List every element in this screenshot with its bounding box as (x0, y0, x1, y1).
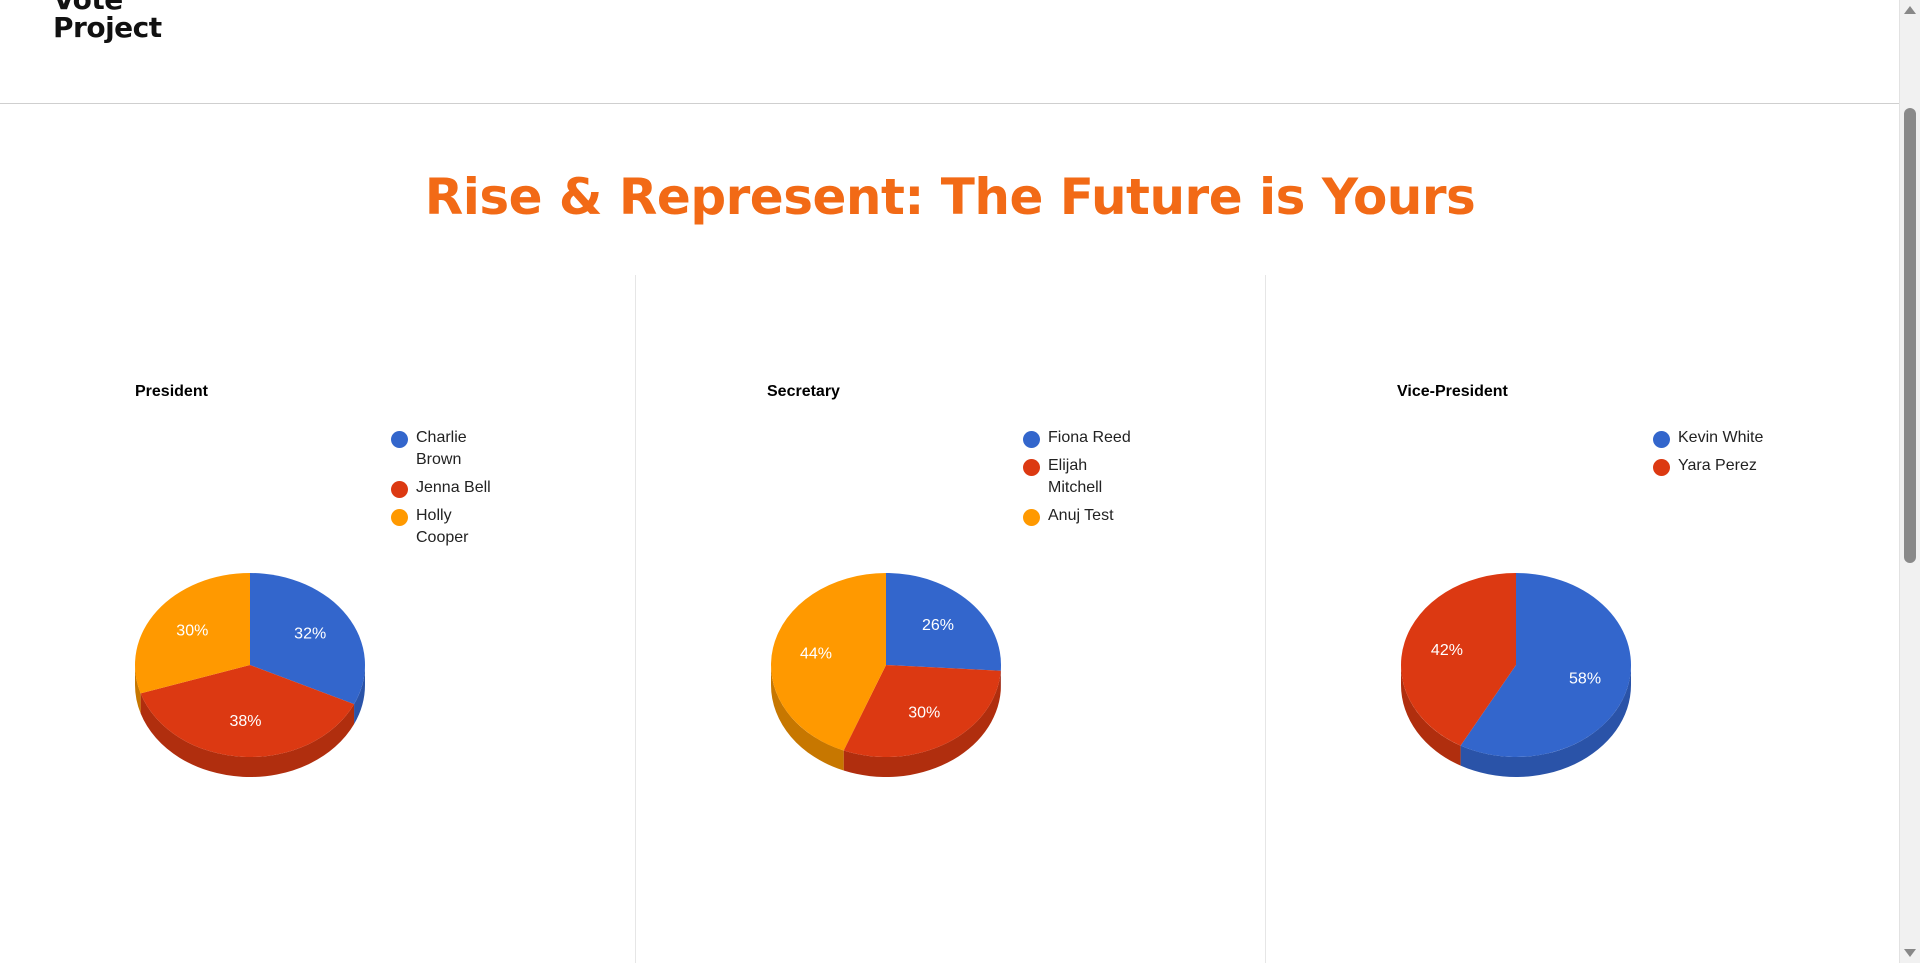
pie-chart: 58% 42% (1401, 573, 1631, 777)
site-header: Vote Project (0, 0, 1900, 104)
pie-slice[interactable] (1460, 573, 1631, 757)
legend-item: Yara Perez (1653, 455, 1768, 477)
legend-item: Charlie Brown (391, 427, 506, 471)
legend-item: Jenna Bell (391, 477, 506, 499)
legend-swatch (391, 431, 408, 448)
scroll-up-arrow-icon[interactable] (1904, 6, 1916, 14)
scroll-down-arrow-icon[interactable] (1904, 949, 1916, 957)
legend-item: Elijah Mitchell (1023, 455, 1138, 499)
chart-panel-secretary: Secretary Fiona Reed Elijah Mitchell Anuj … (636, 275, 1266, 963)
legend-swatch (1023, 431, 1040, 448)
pie-value-label: 30% (176, 623, 208, 640)
legend-swatch (1023, 509, 1040, 526)
pie-value-label: 42% (1431, 642, 1463, 659)
pie-slice[interactable] (770, 573, 886, 751)
pie-slice-side (843, 670, 1001, 777)
vertical-scrollbar[interactable] (1899, 0, 1920, 963)
pie-value-label: 38% (230, 713, 262, 730)
chart-title: Secretary (767, 383, 840, 400)
pie-slice[interactable] (140, 665, 355, 757)
site-logo[interactable]: Vote Project (53, 0, 162, 42)
pie-value-label: 58% (1569, 670, 1601, 687)
pie-slice[interactable] (843, 665, 1001, 757)
legend-label: Holly Cooper (416, 507, 469, 546)
pie-slice-side (771, 665, 844, 771)
pie-value-label: 32% (294, 626, 326, 643)
pie-slice[interactable] (250, 573, 365, 705)
pie-value-label: 30% (908, 704, 940, 721)
chart-legend: Charlie Brown Jenna Bell Holly Cooper (391, 427, 506, 555)
chart-title: Vice-President (1397, 383, 1508, 400)
legend-swatch (1653, 459, 1670, 476)
pie-slice-side (1460, 665, 1631, 777)
legend-swatch (391, 481, 408, 498)
chart-title: President (135, 383, 208, 400)
chart-panel-president: President Charlie Brown Jenna Bell Holly C… (0, 275, 630, 963)
legend-swatch (1023, 459, 1040, 476)
legend-label: Anuj Test (1048, 507, 1114, 524)
legend-item: Fiona Reed (1023, 427, 1138, 449)
pie-value-label: 26% (922, 617, 954, 634)
legend-item: Holly Cooper (391, 505, 506, 549)
pie-slice[interactable] (134, 573, 250, 694)
logo-line-vote: Vote (53, 0, 162, 14)
pie-slice-side (135, 665, 141, 714)
legend-item: Kevin White (1653, 427, 1768, 449)
legend-label: Jenna Bell (416, 479, 491, 496)
legend-item: Anuj Test (1023, 505, 1138, 527)
pie-slice[interactable] (1401, 573, 1516, 746)
chart-legend: Kevin White Yara Perez (1653, 427, 1768, 483)
scroll-thumb[interactable] (1904, 108, 1916, 563)
legend-label: Kevin White (1678, 429, 1764, 446)
pie-chart: 26% 30% 44% (770, 573, 1001, 777)
legend-swatch (1653, 431, 1670, 448)
legend-swatch (391, 509, 408, 526)
pie-slice-side (140, 693, 355, 777)
pie-slice[interactable] (886, 573, 1001, 671)
legend-label: Charlie Brown (416, 429, 467, 468)
legend-label: Yara Perez (1678, 457, 1757, 474)
column-divider (1265, 275, 1266, 963)
page-title: Rise & Represent: The Future is Yours (424, 168, 1476, 226)
column-divider (635, 275, 636, 963)
chart-panel-vice-president: Vice-President Kevin White Yara Perez 58%… (1266, 275, 1896, 963)
pie-chart: 32% 38% 30% (134, 573, 365, 777)
chart-legend: Fiona Reed Elijah Mitchell Anuj Test (1023, 427, 1138, 533)
logo-line-project: Project (53, 11, 162, 44)
pie-slice-side (1401, 665, 1461, 766)
pie-slice-side (354, 665, 365, 725)
pie-value-label: 44% (800, 646, 832, 663)
legend-label: Fiona Reed (1048, 429, 1131, 446)
legend-label: Elijah Mitchell (1048, 457, 1103, 496)
